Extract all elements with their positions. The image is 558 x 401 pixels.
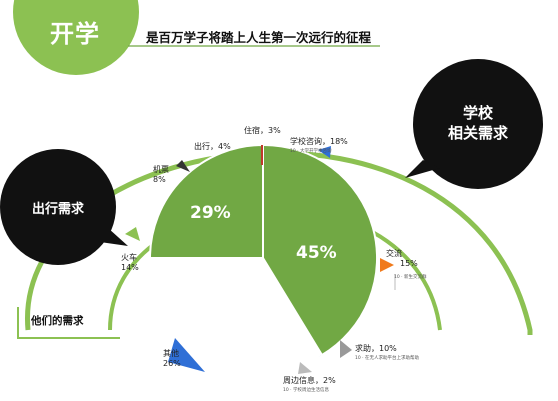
slice-label-flight: 机票 8% <box>153 165 169 185</box>
group-percent-school: 45% <box>296 243 337 263</box>
slice-note-nearby: 10 · 学校周边生活信息 <box>283 388 330 393</box>
exchange-pointer <box>380 258 394 272</box>
slice-note-exchange: 10 · 新生交流群 <box>394 275 427 280</box>
school-bubble-tail <box>405 160 440 178</box>
slice-note-consult: 10 · 大学开学季咨询 <box>290 149 332 154</box>
section-bracket <box>17 307 120 339</box>
slice-value-train: 14% <box>121 263 139 272</box>
travel-bubble-tail <box>100 228 128 246</box>
slice-note-help: 10 · 在无人求助平台上求助帮助 <box>355 356 420 361</box>
train-pointer <box>125 227 140 241</box>
slice-label-consult-text: 学校咨询，18% <box>290 137 348 146</box>
title-circle <box>13 0 139 75</box>
travel-bubble-text: 出行需求 <box>31 202 84 217</box>
school-bubble-text: 学校 相关需求 <box>428 103 528 143</box>
flight-pointer <box>176 160 190 172</box>
school-bubble-line-1: 学校 <box>462 104 493 122</box>
page-title: 开学 <box>50 20 100 48</box>
travel-bubble <box>0 149 116 265</box>
slice-label-other: 其他 26% <box>163 349 181 369</box>
help-pointer <box>340 340 352 358</box>
section-label: 他们的需求 <box>31 315 84 327</box>
school-bubble-line-2: 相关需求 <box>447 124 508 142</box>
slice-label-lodging: 住宿，3% <box>244 126 281 135</box>
pie-slice-school <box>262 143 378 357</box>
slice-label-other-text: 其他 <box>163 349 179 358</box>
slice-label-help: 求助，10% 10 · 在无人求助平台上求助帮助 <box>355 344 419 364</box>
slice-label-exchange: 交流 15% 10 · 新生交流群 <box>386 249 427 283</box>
slice-value-exchange: 15% <box>400 259 418 268</box>
slice-label-nearby-text: 周边信息，2% <box>283 376 336 385</box>
page-subtitle: 是百万学子将踏上人生第一次远行的征程 <box>146 30 372 45</box>
consult-pointer <box>318 146 331 158</box>
slice-value-other: 26% <box>163 359 181 368</box>
slice-label-nearby: 周边信息，2% 10 · 学校周边生活信息 <box>283 376 336 396</box>
slice-label-train-text: 火车 <box>121 253 137 262</box>
pie-slice-other <box>149 258 322 372</box>
other-pointer <box>168 338 205 372</box>
slice-label-flight-text: 机票 <box>153 165 169 174</box>
slice-label-train: 火车 14% <box>121 253 139 273</box>
group-percent-travel: 29% <box>190 203 231 223</box>
nearby-pointer <box>298 362 312 374</box>
pie-slice-travel <box>148 143 264 259</box>
slice-label-help-text: 求助，10% <box>355 344 397 353</box>
slice-label-consult: 学校咨询，18% 10 · 大学开学季咨询 <box>290 137 348 157</box>
school-bubble <box>413 59 543 189</box>
slice-value-flight: 8% <box>153 175 166 184</box>
slice-label-travel-other: 出行，4% <box>194 142 231 151</box>
slice-label-exchange-text: 交流 <box>386 249 402 258</box>
